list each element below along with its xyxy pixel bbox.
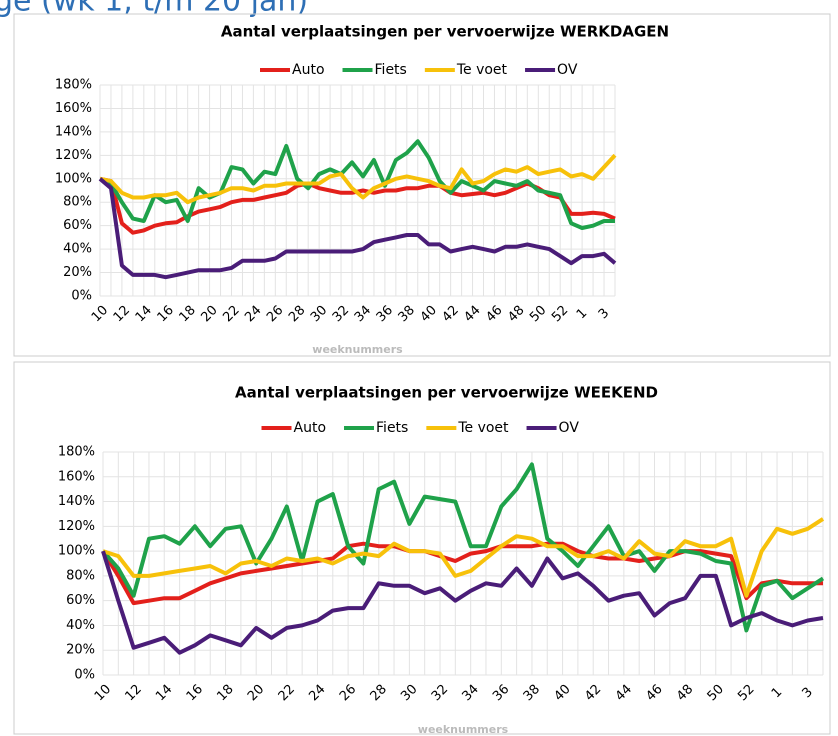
legend-label: Fiets	[375, 62, 407, 78]
series-line	[99, 139, 615, 230]
x-tick-label: 48	[674, 682, 696, 704]
x-tick-label: 3	[799, 685, 815, 701]
x-tick-label: 50	[705, 682, 727, 704]
y-tick-label: 0%	[74, 668, 95, 683]
chart-title: Aantal verplaatsingen per vervoerwijze W…	[221, 23, 669, 41]
y-tick-label: 100%	[55, 171, 92, 186]
x-axis-label: weeknummers	[312, 343, 403, 356]
legend-label: Auto	[294, 420, 327, 436]
x-tick-label: 18	[214, 682, 236, 704]
x-tick-label: 22	[220, 303, 242, 325]
x-tick-label: 38	[521, 682, 543, 704]
chart-title: Aantal verplaatsingen per vervoerwijze W…	[235, 384, 658, 402]
x-tick-label: 1	[769, 685, 785, 701]
y-tick-label: 160%	[58, 469, 95, 484]
y-tick-label: 140%	[55, 124, 92, 139]
x-tick-label: 28	[286, 303, 308, 325]
x-tick-label: 26	[337, 682, 359, 704]
x-tick-label: 20	[245, 682, 267, 704]
legend-label: Te voet	[457, 420, 509, 436]
x-tick-label: 42	[439, 303, 461, 325]
x-tick-label: 44	[461, 303, 483, 325]
x-tick-label: 32	[429, 682, 451, 704]
x-tick-label: 18	[177, 303, 199, 325]
legend-label: Auto	[292, 62, 325, 78]
x-tick-label: 30	[308, 303, 330, 325]
x-tick-label: 52	[549, 303, 571, 325]
x-tick-label: 52	[735, 682, 757, 704]
y-tick-label: 80%	[66, 568, 95, 583]
x-tick-label: 16	[155, 303, 177, 325]
series-line	[98, 177, 617, 280]
y-tick-label: 20%	[66, 643, 95, 658]
legend-label: Fiets	[376, 420, 408, 436]
x-tick-label: 10	[89, 303, 111, 325]
y-tick-label: 40%	[63, 242, 92, 257]
x-tick-label: 16	[184, 682, 206, 704]
x-tick-label: 48	[505, 303, 527, 325]
x-tick-label: 40	[551, 682, 573, 704]
y-tick-label: 100%	[58, 544, 95, 559]
x-tick-label: 1	[574, 306, 590, 322]
y-tick-label: 60%	[66, 593, 95, 608]
x-tick-label: 30	[398, 682, 420, 704]
y-tick-label: 180%	[58, 445, 95, 460]
x-tick-label: 14	[133, 303, 155, 325]
x-tick-label: 24	[306, 682, 328, 704]
x-tick-label: 20	[198, 303, 220, 325]
y-tick-label: 140%	[58, 494, 95, 509]
series-line	[101, 550, 824, 655]
x-tick-label: 22	[276, 682, 298, 704]
x-tick-label: 46	[483, 303, 505, 325]
x-tick-label: 34	[460, 682, 482, 704]
x-tick-label: 36	[374, 303, 396, 325]
chart-frame	[13, 361, 831, 735]
series-line	[99, 153, 617, 205]
legend-label: Te voet	[456, 62, 508, 78]
series-line	[101, 462, 825, 633]
y-tick-label: 40%	[66, 618, 95, 633]
legend-label: OV	[559, 420, 580, 436]
x-tick-label: 44	[613, 682, 635, 704]
y-tick-label: 20%	[63, 265, 92, 280]
x-tick-label: 34	[352, 303, 374, 325]
x-tick-label: 40	[418, 303, 440, 325]
y-tick-label: 160%	[55, 101, 92, 116]
x-tick-label: 46	[643, 682, 665, 704]
x-tick-label: 24	[242, 303, 264, 325]
series-line	[102, 517, 825, 598]
x-tick-label: 10	[92, 682, 114, 704]
x-tick-label: 12	[111, 303, 133, 325]
legend-label: OV	[557, 62, 578, 78]
y-tick-label: 120%	[55, 148, 92, 163]
x-tick-label: 50	[527, 303, 549, 325]
chart-frame	[13, 13, 831, 357]
x-tick-label: 3	[596, 306, 612, 322]
x-tick-label: 28	[368, 682, 390, 704]
x-tick-label: 42	[582, 682, 604, 704]
y-tick-label: 120%	[58, 519, 95, 534]
x-tick-label: 38	[396, 303, 418, 325]
x-tick-label: 36	[490, 682, 512, 704]
x-tick-label: 14	[153, 682, 175, 704]
y-tick-label: 60%	[63, 218, 92, 233]
x-axis-label: weeknummers	[418, 723, 509, 736]
y-tick-label: 180%	[55, 78, 92, 93]
y-tick-label: 80%	[63, 195, 92, 210]
x-tick-label: 32	[330, 303, 352, 325]
x-tick-label: 12	[122, 682, 144, 704]
x-tick-label: 26	[264, 303, 286, 325]
series-line	[99, 176, 616, 235]
page-title: ge (wk 1, t/m 20 jan)	[0, 0, 308, 19]
series-line	[101, 541, 823, 606]
y-tick-label: 0%	[71, 289, 92, 304]
